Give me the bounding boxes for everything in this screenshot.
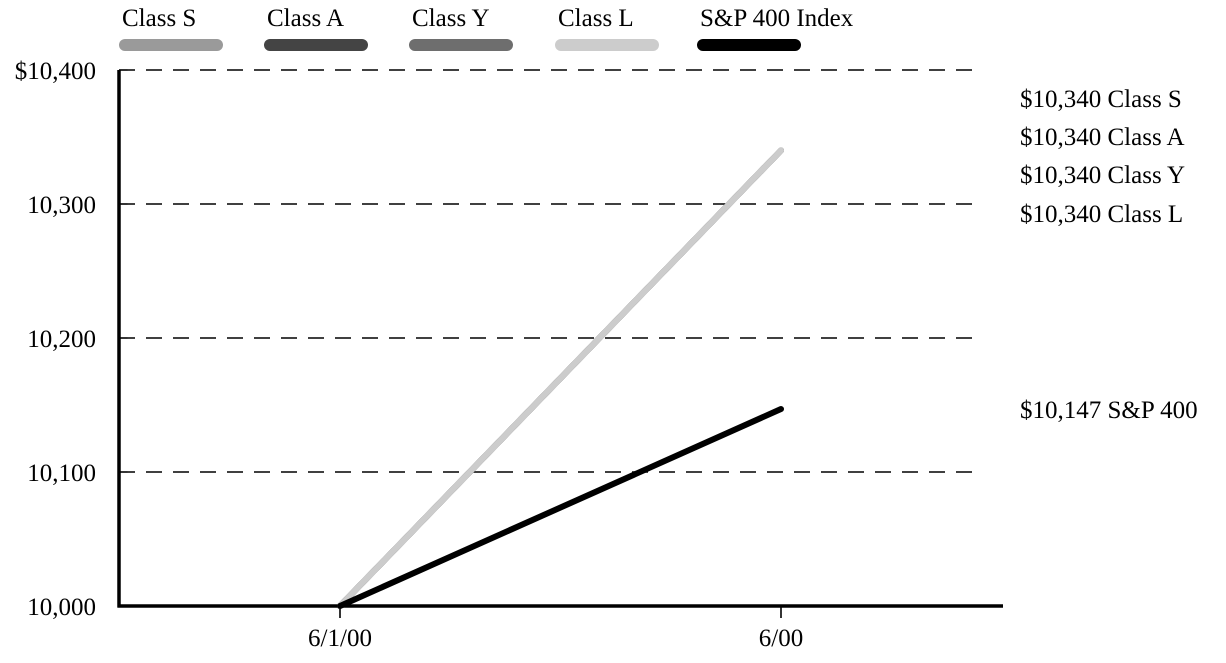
legend-swatch [555,39,659,51]
end-label: $10,340 Class A [1020,124,1185,151]
axes [117,70,1003,618]
end-label: $10,147 S&P 400 [1020,397,1198,424]
legend-label: Class Y [412,5,490,32]
x-tick-label: 6/1/00 [308,625,372,652]
series-line-4 [337,406,784,609]
series-line-3 [337,147,784,609]
end-label: $10,340 Class Y [1020,162,1185,189]
y-tick-label: $10,400 [15,58,96,85]
end-label: $10,340 Class S [1020,86,1182,113]
legend-label: Class A [267,5,344,32]
y-tick-label: 10,300 [27,192,96,219]
legend-swatch [264,39,368,51]
legend-swatch [697,39,801,51]
y-tick-label: 10,000 [27,594,96,621]
legend-label: Class L [558,5,634,32]
y-tick-label: 10,200 [27,326,96,353]
x-tick-labels: 6/1/00 6/00 [308,625,803,652]
legend-swatch [409,39,513,51]
legend-swatch [119,39,223,51]
x-tick-label: 6/00 [759,625,803,652]
end-labels: $10,340 Class S $10,340 Class A $10,340 Cl… [1020,86,1198,424]
end-label: $10,340 Class L [1020,201,1183,228]
legend: Class S Class A Class Y Class L S&P 400 Inde… [119,5,854,51]
y-tick-label: 10,100 [27,460,96,487]
legend-label: S&P 400 Index [700,5,854,32]
series-lines [337,147,784,609]
gridlines [119,69,980,473]
legend-label: Class S [122,5,196,32]
y-tick-labels: 10,000 10,100 10,200 10,300 $10,400 [15,58,96,621]
